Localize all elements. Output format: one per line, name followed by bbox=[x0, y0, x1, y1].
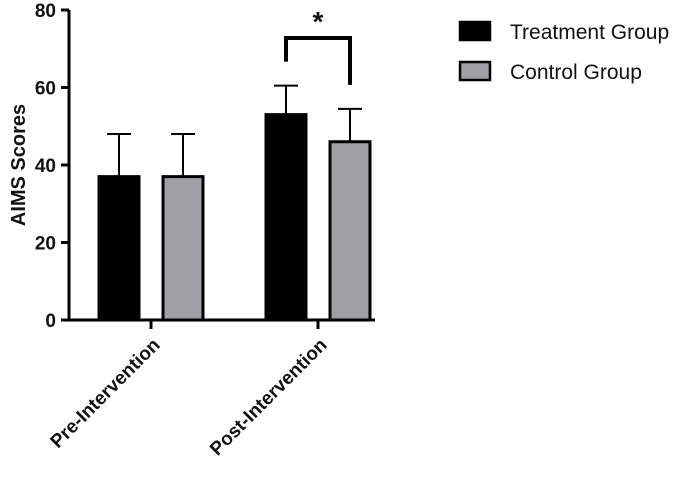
y-axis-label: AIMS Scores bbox=[8, 104, 30, 226]
y-tick-label: 60 bbox=[35, 79, 56, 100]
legend: Treatment Group Control Group bbox=[458, 20, 669, 84]
bar bbox=[97, 175, 141, 322]
error-bar-group bbox=[107, 84, 362, 177]
bar bbox=[264, 113, 308, 322]
legend-swatch bbox=[458, 60, 492, 82]
legend-label: Treatment Group bbox=[510, 21, 669, 44]
y-tick-label: 40 bbox=[35, 156, 56, 177]
x-tick-label: Pre-Intervention bbox=[47, 335, 165, 453]
significance-asterisk: * bbox=[313, 6, 324, 37]
y-tick-label: 0 bbox=[45, 311, 56, 332]
x-axis: Pre-Intervention Post-Intervention bbox=[47, 318, 375, 460]
y-tick-label: 20 bbox=[35, 234, 56, 255]
bar bbox=[161, 175, 205, 322]
bar bbox=[328, 140, 372, 322]
y-tick-label: 80 bbox=[35, 1, 56, 22]
legend-swatch bbox=[458, 20, 492, 42]
significance-bracket bbox=[284, 36, 352, 85]
legend-label: Control Group bbox=[510, 61, 642, 84]
significance-annotation: * bbox=[284, 6, 352, 85]
y-axis: 0 20 40 60 80 AIMS Scores bbox=[8, 1, 71, 332]
bar-series-group bbox=[97, 113, 372, 322]
x-tick-label: Post-Intervention bbox=[206, 335, 331, 460]
